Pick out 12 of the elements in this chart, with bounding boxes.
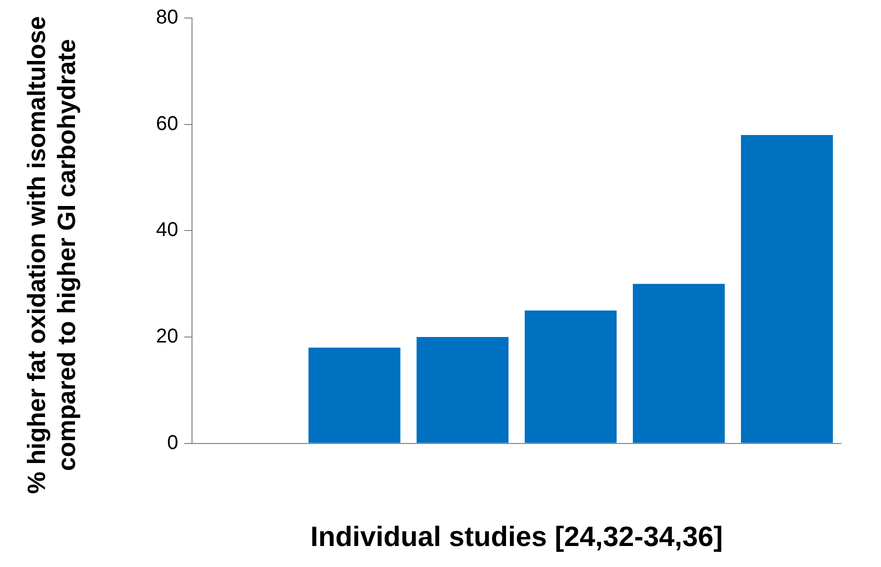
bar	[416, 337, 509, 443]
bar	[740, 134, 833, 443]
bar	[308, 348, 400, 443]
y-tick-label: 80	[156, 6, 178, 29]
y-axis-title: % higher fat oxidation with isomaltulose compared to higher GI carbohydrate	[22, 15, 82, 495]
y-tick-label: 0	[167, 432, 178, 454]
y-tick-label: 20	[156, 326, 178, 348]
y-tick-label: 60	[156, 112, 178, 135]
bar	[632, 284, 725, 443]
bar	[524, 310, 617, 443]
y-tick-label: 40	[156, 219, 178, 242]
x-axis-title: Individual studies [24,32-34,36]	[310, 520, 723, 552]
